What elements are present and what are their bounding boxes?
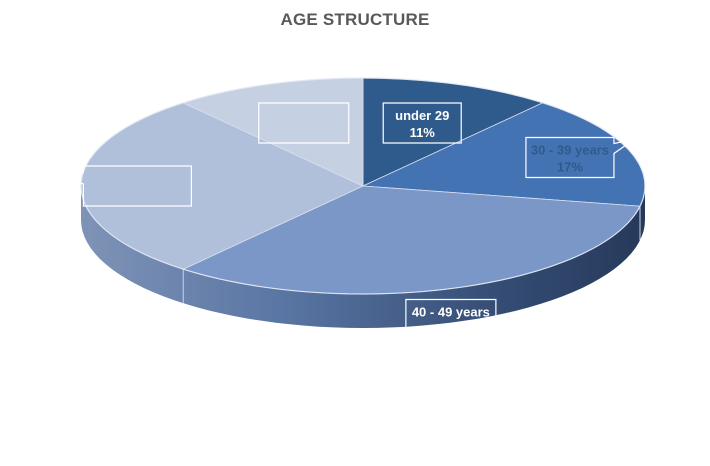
pie-rim (80, 77, 646, 295)
data-label-box (61, 165, 192, 207)
data-label-callout: 60 and over 11% (258, 102, 350, 144)
data-label-box (258, 102, 350, 144)
pie-side-wall (81, 186, 645, 328)
data-label-value: 11% (291, 125, 317, 140)
data-label-category: 40 - 49 years (412, 304, 490, 319)
data-label-callout: 40 - 49 years 33% (405, 298, 497, 356)
data-label-value: 11% (410, 125, 436, 140)
data-label-category: under 29 (395, 108, 449, 123)
data-label-value: 33% (438, 321, 464, 336)
data-label-callout: 30 - 39 years 17% (525, 136, 635, 179)
data-label-box (405, 298, 497, 356)
data-label-callout: 50 - 59 years 28% (61, 165, 192, 207)
data-label-box (382, 102, 462, 144)
data-label-value: 28% (124, 188, 150, 203)
data-label-callout: under 29 11% (382, 102, 462, 144)
data-label-box (525, 136, 635, 179)
data-label-value: 17% (557, 159, 583, 174)
data-label-category: 30 - 39 years (531, 142, 609, 157)
data-label-category: 50 - 59 years (98, 171, 176, 186)
chart-title: AGE STRUCTURE (280, 10, 430, 29)
data-label-category: 60 and over (268, 108, 340, 123)
